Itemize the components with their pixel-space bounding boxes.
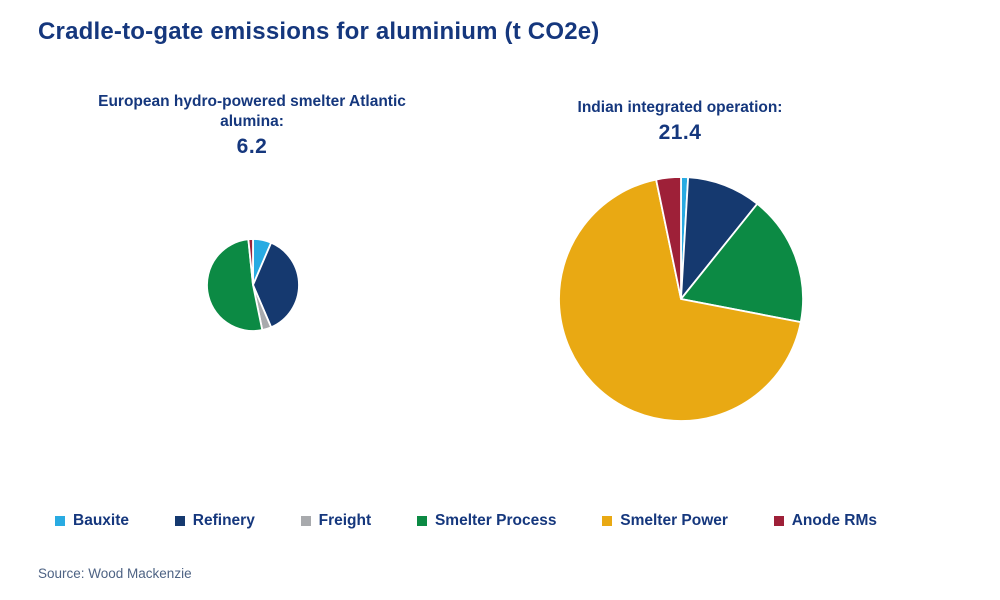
legend-label: Anode RMs bbox=[791, 512, 877, 529]
bauxite-swatch-icon bbox=[55, 516, 65, 526]
pie-chart-indian-operation bbox=[558, 176, 804, 422]
pie-slice-smelter-process bbox=[206, 238, 264, 332]
left-pie-total-value: 6.2 bbox=[236, 135, 268, 158]
source-note: Source: Wood Mackenzie bbox=[38, 566, 192, 581]
legend-item-bauxite: Bauxite bbox=[55, 512, 129, 530]
legend-item-refinery: Refinery bbox=[174, 512, 255, 530]
pie-slice-smelter-power bbox=[558, 178, 802, 422]
legend-label: Bauxite bbox=[73, 512, 129, 529]
legend-label: Refinery bbox=[192, 512, 255, 529]
smelter-power-swatch-icon bbox=[602, 516, 613, 526]
chart-legend: Bauxite Refinery Freight Smelter Process… bbox=[55, 510, 877, 532]
pie-slice-smelter-process bbox=[680, 202, 804, 324]
refinery-swatch-icon bbox=[174, 516, 185, 526]
legend-item-smelter-process: Smelter Process bbox=[416, 512, 557, 530]
legend-label: Smelter Power bbox=[620, 512, 728, 529]
left-pie-title: European hydro-powered smelter Atlantic … bbox=[98, 93, 406, 130]
pie-slice-refinery bbox=[680, 176, 759, 300]
pie-slice-anode-rms bbox=[655, 176, 682, 300]
freight-swatch-icon bbox=[300, 516, 311, 526]
anode-rms-swatch-icon bbox=[773, 516, 784, 526]
legend-item-anode-rms: Anode RMs bbox=[773, 512, 877, 530]
pie-chart-european-smelter bbox=[206, 238, 300, 332]
smelter-process-swatch-icon bbox=[416, 516, 427, 526]
left-pie-label-block: European hydro-powered smelter Atlantic … bbox=[92, 92, 412, 157]
pie-slice-refinery bbox=[252, 241, 300, 329]
legend-item-smelter-power: Smelter Power bbox=[602, 512, 728, 530]
chart-title: Cradle-to-gate emissions for aluminium (… bbox=[38, 18, 600, 45]
right-pie-title: Indian integrated operation: bbox=[577, 99, 783, 116]
legend-label: Freight bbox=[318, 512, 372, 529]
legend-item-freight: Freight bbox=[300, 512, 372, 530]
right-pie-total-value: 21.4 bbox=[658, 121, 702, 144]
legend-label: Smelter Process bbox=[434, 512, 557, 529]
right-pie-label-block: Indian integrated operation: 21.4 bbox=[520, 98, 840, 143]
pie-slice-anode-rms bbox=[247, 238, 254, 286]
